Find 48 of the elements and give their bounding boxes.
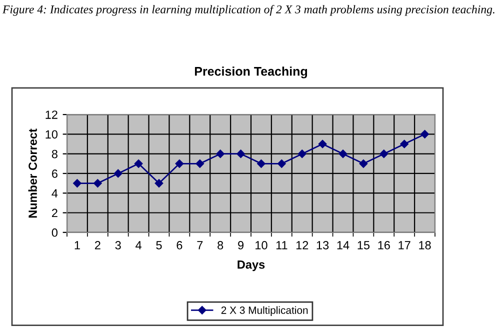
y-tick-label: 10 [46,130,58,139]
y-axis-title: Number Correct [28,128,37,218]
x-tick-label: 3 [115,241,121,250]
point [216,150,224,158]
point [94,179,102,188]
point [257,160,266,168]
y-tick-label: 2 [52,208,58,218]
y-tick-label: 6 [52,170,58,178]
legend-label: 2 X 3 Multiplication [221,306,308,316]
x-tick-label: 7 [197,241,203,250]
point [114,169,122,178]
point [134,160,143,168]
point [338,150,348,158]
point [318,140,327,148]
x-tick-label: 5 [156,241,162,250]
x-tick-label: 17 [398,241,410,250]
y-tick-label: 4 [52,189,58,198]
point [359,160,368,168]
x-tick-label: 14 [337,241,350,250]
y-tick-label: 8 [52,150,58,158]
caption: Figure 4: Indicates progress in learning multiplication of 2 X 3 math problems using precision teaching. [2,4,494,16]
x-tick-label: 12 [296,241,308,250]
x-tick-label: 16 [378,241,390,250]
point [298,150,306,158]
point [380,150,388,158]
chart-title: Precision Teaching [194,66,308,78]
x-tick-label: 15 [358,241,370,250]
point [420,130,429,138]
x-axis-title: Days [238,260,265,272]
x-tick-label: 6 [176,241,182,250]
x-tick-label: 4 [136,241,142,250]
x-tick-label: 10 [256,241,268,250]
point [196,160,204,168]
point [400,140,408,148]
x-tick-label: 11 [276,241,288,250]
x-tick-label: 8 [218,241,224,250]
x-tick-label: 2 [94,241,100,250]
point [236,150,245,158]
point [175,160,184,168]
x-tick-label: 9 [238,241,244,250]
y-tick-label: 12 [46,110,58,119]
y-tick-label: 0 [52,228,58,237]
x-tick-label: 13 [316,241,329,250]
point [73,179,82,188]
point [154,179,164,188]
x-tick-label: 18 [419,241,431,250]
point [278,160,286,168]
x-tick-label: 1 [74,241,80,250]
